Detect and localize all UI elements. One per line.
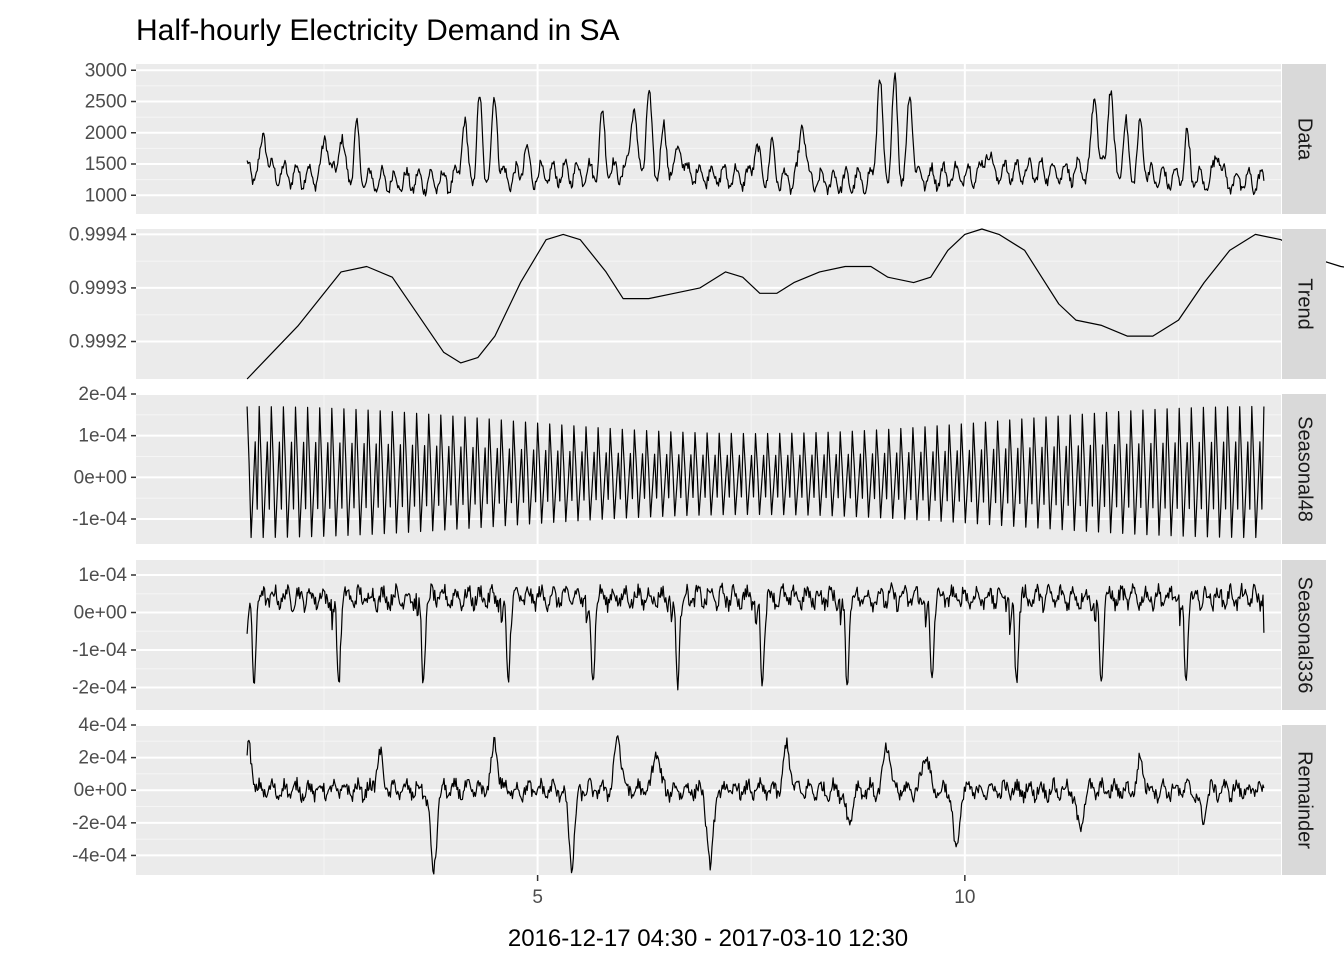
- panel-seasonal48: -1e-04 0e+00 1e-04 2e-04 Seasonal48: [72, 384, 1326, 544]
- y-tick-label: -4e-04: [72, 845, 127, 866]
- panel-seasonal336: -2e-04 -1e-04 0e+00 1e-04 Seasonal336: [72, 560, 1326, 710]
- facet-strip-label: Remainder: [1294, 751, 1316, 849]
- y-tick-label: 2e-04: [78, 384, 127, 405]
- panel-background: [136, 64, 1281, 214]
- chart-title: Half-hourly Electricity Demand in SA: [136, 14, 620, 47]
- y-tick-label: 1e-04: [78, 565, 127, 586]
- panel-background: [136, 560, 1281, 710]
- series-line-seasonal336: [246, 582, 1265, 691]
- facet-strip-label: Seasonal336: [1294, 577, 1316, 694]
- y-tick-label: 0e+00: [74, 467, 127, 488]
- y-tick-label: 4e-04: [78, 715, 127, 736]
- panel-background: [136, 229, 1281, 379]
- y-tick-label: 3000: [85, 60, 127, 81]
- facet-strip-label: Data: [1294, 118, 1316, 161]
- series-line-data: [246, 72, 1265, 197]
- y-tick-label: 2500: [85, 92, 127, 113]
- y-tick-label: 2e-04: [78, 748, 127, 769]
- y-tick-label: -1e-04: [72, 509, 127, 530]
- y-tick-label: 0e+00: [74, 603, 127, 624]
- y-tick-label: -2e-04: [72, 678, 127, 699]
- facet-strip: [1282, 64, 1326, 214]
- y-tick-label: 0.9992: [69, 332, 127, 353]
- y-tick-label: -2e-04: [72, 813, 127, 834]
- facet-strip: [1282, 229, 1326, 379]
- x-axis-label: 2016-12-17 04:30 - 2017-03-10 12:30: [508, 925, 908, 952]
- series-line-seasonal48: [246, 405, 1265, 539]
- x-tick-label: 10: [954, 887, 975, 908]
- y-tick-label: 1500: [85, 154, 127, 175]
- y-tick-label: 0.9994: [69, 224, 128, 245]
- series-line-trend: [246, 228, 1344, 380]
- y-tick-label: 1e-04: [78, 426, 127, 447]
- facet-strip: [1282, 560, 1326, 710]
- panels: 10001500200025003000Data0.99920.99930.99…: [69, 60, 1344, 875]
- facet-strip: [1282, 725, 1326, 875]
- facet-strip-label: Trend: [1294, 278, 1316, 330]
- y-tick-label: 0e+00: [74, 780, 127, 801]
- y-tick-label: 2000: [85, 123, 127, 144]
- y-tick-label: 0.9993: [69, 278, 127, 299]
- panel-trend: 0.9992 0.9993 0.9994 Trend: [69, 224, 1344, 380]
- y-tick-label: 1000: [85, 185, 127, 206]
- x-axis: 5 10: [532, 875, 975, 908]
- facet-strip: [1282, 394, 1326, 544]
- facet-strip-label: Seasonal48: [1294, 416, 1316, 522]
- x-tick-label: 5: [532, 887, 543, 908]
- panel-remainder: -4e-04 -2e-04 0e+00 2e-04 4e-04 Remainder: [72, 715, 1326, 875]
- series-line-remainder: [246, 735, 1265, 875]
- y-tick-label: -1e-04: [72, 640, 127, 661]
- panel-data: 1000 1500 2000 2500 3000 Data: [85, 60, 1326, 214]
